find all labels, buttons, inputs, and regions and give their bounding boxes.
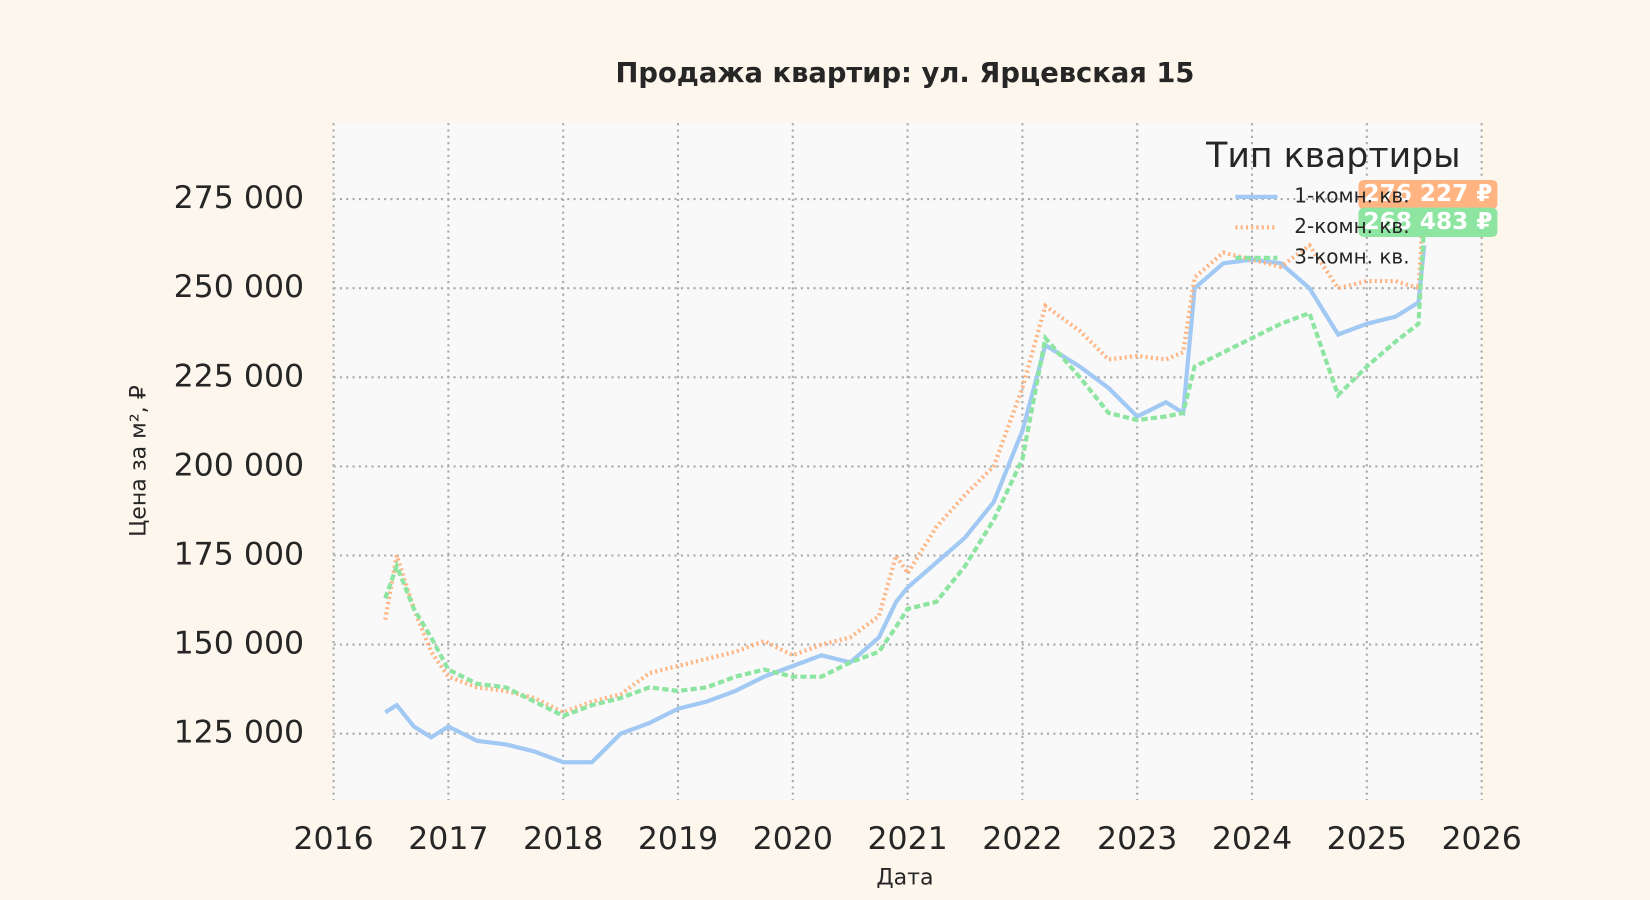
y-tick-label: 175 000 <box>174 536 305 572</box>
y-tick-label: 225 000 <box>174 358 305 394</box>
series-lines <box>383 194 1427 765</box>
legend-title: Тип квартиры <box>1205 136 1460 176</box>
value-label-box <box>1358 179 1498 210</box>
x-tick-label: 2026 <box>1441 821 1521 857</box>
value-labels: 276 227 ₽268 483 ₽ <box>1358 179 1498 238</box>
grid: 2016 2017 2018 2019 2020 2021 2022 2023 2024 2025… <box>174 123 1522 857</box>
x-tick-label: 2023 <box>1097 821 1177 857</box>
x-axis-label: Дата <box>876 864 933 890</box>
legend-label: 2-комн. кв. <box>1294 214 1409 238</box>
x-tick-label: 2025 <box>1327 821 1407 857</box>
x-tick-label: 2024 <box>1212 821 1292 857</box>
y-axis-label: Цена за м², ₽ <box>125 385 151 537</box>
value-label: 268 483 ₽ <box>1364 209 1493 235</box>
value-label: 276 227 ₽ <box>1364 181 1493 207</box>
value-label-box <box>1358 207 1498 238</box>
chart-title: Продажа квартир: ул. Ярцевская 15 <box>615 58 1194 89</box>
x-tick-label: 2017 <box>408 821 488 857</box>
x-tick-label: 2022 <box>982 821 1062 857</box>
legend-label: 1-комн. кв. <box>1294 183 1409 207</box>
legend: Тип квартиры 1-комн. кв. 2-комн. кв. 3-комн… <box>1205 136 1460 269</box>
x-tick-label: 2016 <box>293 821 373 857</box>
y-tick-label: 125 000 <box>174 715 305 751</box>
series-line <box>383 222 1427 719</box>
x-tick-label: 2018 <box>523 821 603 857</box>
y-tick-label: 150 000 <box>174 626 305 662</box>
legend-label: 3-комн. кв. <box>1294 244 1409 268</box>
x-tick-label: 2020 <box>753 821 833 857</box>
y-tick-label: 250 000 <box>174 269 305 305</box>
y-tick-label: 200 000 <box>174 447 305 483</box>
x-tick-label: 2021 <box>867 821 947 857</box>
x-tick-label: 2019 <box>638 821 718 857</box>
y-tick-label: 275 000 <box>174 180 305 216</box>
series-line <box>384 245 1427 765</box>
